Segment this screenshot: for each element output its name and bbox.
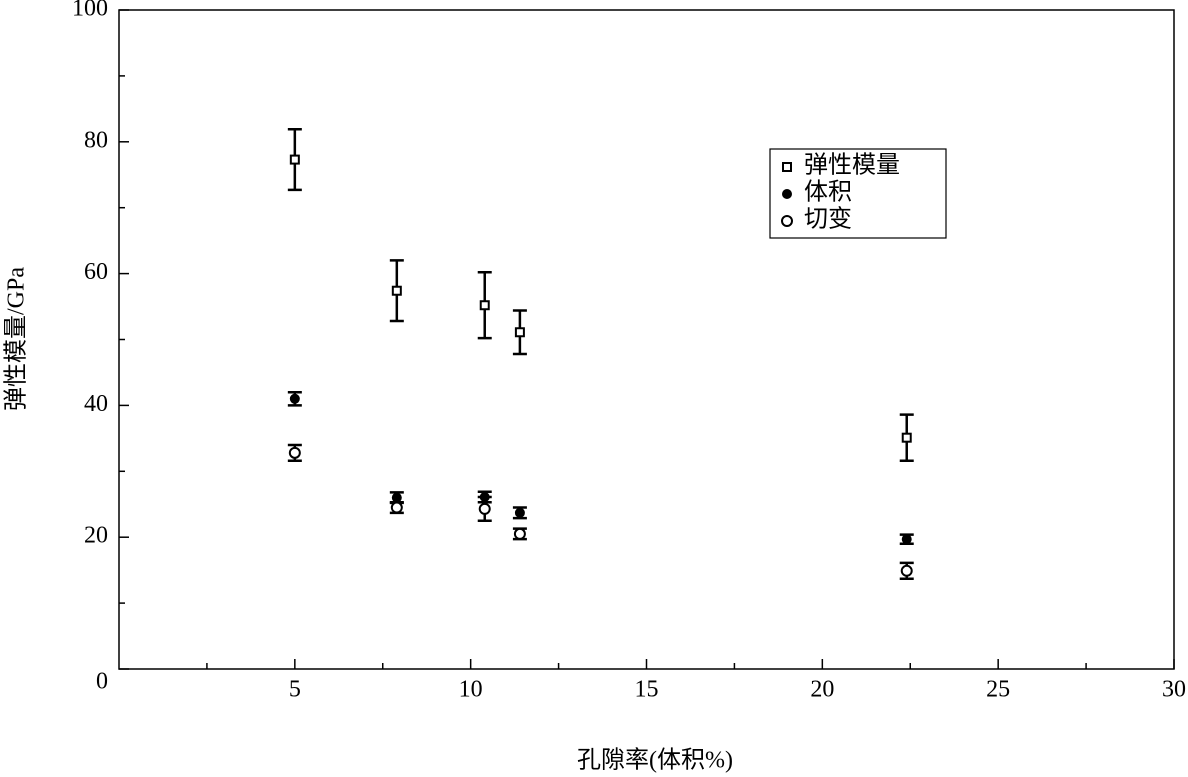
point xyxy=(479,300,490,311)
legend-label: 切变 xyxy=(804,206,852,233)
point xyxy=(901,534,912,545)
point xyxy=(289,154,300,165)
x-tick-label: 10 xyxy=(459,677,483,703)
y-tick-label: 40 xyxy=(84,391,108,417)
point xyxy=(478,502,491,515)
y-tick-label: 0 xyxy=(96,669,108,695)
point xyxy=(390,501,403,514)
legend-marker xyxy=(782,189,792,199)
point xyxy=(391,492,402,503)
y-tick-label: 20 xyxy=(84,523,108,549)
y-axis-label: 弹性模量/GPa xyxy=(3,267,30,411)
point xyxy=(289,393,300,404)
point xyxy=(514,507,525,518)
point xyxy=(900,564,913,577)
legend-label: 弹性模量 xyxy=(804,152,900,179)
legend-label: 体积 xyxy=(804,179,852,206)
point xyxy=(901,432,912,443)
point xyxy=(288,446,301,459)
x-axis-label: 孔隙率(体积%) xyxy=(577,747,733,774)
legend-marker xyxy=(781,215,793,227)
legend-box xyxy=(769,148,947,239)
y-tick-label: 100 xyxy=(72,0,108,22)
x-tick-label: 30 xyxy=(1162,677,1186,703)
point xyxy=(513,527,526,540)
point xyxy=(391,285,402,296)
y-tick-label: 60 xyxy=(84,259,108,285)
y-tick-label: 80 xyxy=(84,127,108,153)
x-tick-label: 25 xyxy=(986,677,1010,703)
legend-marker xyxy=(782,162,792,172)
plot-frame xyxy=(118,9,1175,670)
x-tick-label: 20 xyxy=(810,677,834,703)
point xyxy=(514,327,525,338)
x-tick-label: 5 xyxy=(289,677,301,703)
x-tick-label: 15 xyxy=(635,677,659,703)
